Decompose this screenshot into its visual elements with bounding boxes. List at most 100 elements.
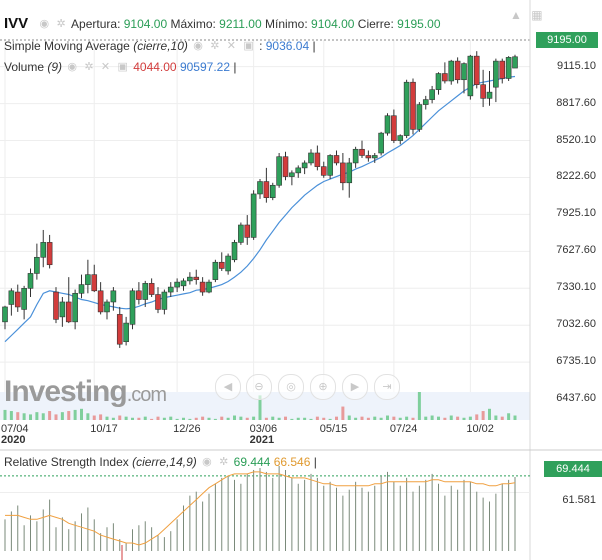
candle-down: [14, 291, 21, 308]
volume-bar: [201, 416, 205, 420]
price-tick-label: 8817.60: [556, 96, 596, 109]
volume-bar: [366, 417, 370, 420]
gear-icon[interactable]: ✲: [219, 455, 229, 468]
rsi-pane: [0, 466, 530, 551]
eye-icon[interactable]: ◉: [67, 60, 77, 73]
volume-bar: [41, 413, 45, 420]
candle-up: [8, 290, 15, 305]
volume-bar: [194, 417, 198, 420]
scroll-left-button[interactable]: ◀: [215, 374, 241, 400]
candle-up: [110, 290, 117, 303]
header-tools: ▲ ▦: [510, 8, 543, 22]
volume-bar: [392, 416, 396, 420]
time-tick-label: 10/02: [466, 423, 494, 435]
candle-down: [473, 55, 480, 85]
candle-up: [403, 81, 410, 136]
volume-bar: [347, 415, 351, 420]
volume-bar: [462, 417, 466, 420]
candle-down: [91, 274, 98, 292]
volume-bar: [488, 408, 491, 420]
volume-params: (9): [47, 59, 63, 74]
price-tick-label: 6437.60: [556, 392, 596, 405]
bell-icon[interactable]: ▲: [510, 8, 522, 22]
candle-down: [46, 242, 53, 266]
volume-bar: [303, 417, 307, 420]
price-tick-label: 7330.10: [556, 281, 596, 294]
gear-icon[interactable]: ✲: [56, 17, 66, 30]
candle-up: [231, 242, 238, 261]
volume-bar: [507, 413, 511, 420]
volume-bar: [341, 406, 345, 420]
close-icon[interactable]: ✕: [100, 60, 111, 73]
eye-icon[interactable]: ◉: [202, 455, 212, 468]
camera-icon[interactable]: ▦: [531, 8, 543, 22]
low-label: Mínimo:: [265, 16, 308, 31]
volume-bar: [475, 414, 479, 420]
candle-up: [308, 152, 314, 164]
candle-down: [333, 155, 340, 164]
volume-bar: [494, 415, 498, 420]
candle-up: [167, 286, 174, 293]
volume-bar: [245, 417, 249, 420]
candle-up: [397, 135, 404, 141]
candle-down: [410, 81, 416, 130]
candle-down: [136, 290, 142, 300]
rsi-params: (cierre,14,9): [132, 454, 197, 469]
volume-bar: [468, 416, 472, 420]
scroll-right-button[interactable]: ▶: [342, 374, 368, 400]
rsi-value-box: 69.444: [544, 461, 602, 477]
volume-bar: [226, 417, 230, 420]
zoom-out-button[interactable]: ⊖: [246, 374, 272, 400]
candle-down: [359, 148, 365, 156]
candle-up: [129, 290, 136, 325]
volume-bar: [86, 413, 90, 420]
volume-bar: [118, 415, 122, 420]
volume-bar: [48, 411, 52, 420]
volume-bar: [411, 417, 415, 420]
candle-up: [187, 276, 193, 282]
volume-bar: [105, 416, 109, 420]
candle-down: [263, 181, 270, 198]
candle-up: [59, 301, 66, 318]
candle-up: [493, 60, 499, 88]
volume-value-1: 4044.00: [133, 59, 177, 74]
close-icon[interactable]: ✕: [226, 39, 236, 52]
rsi-legend: Relative Strength Index (cierre,14,9) ◉ …: [4, 454, 317, 469]
go-last-button[interactable]: ⇥: [374, 374, 400, 400]
candle-up: [72, 292, 78, 323]
eye-icon[interactable]: ◉: [39, 17, 50, 30]
volume-bar: [405, 416, 409, 420]
eye-icon[interactable]: ◉: [193, 39, 203, 52]
open-value: 9104.00: [123, 16, 168, 31]
candle-up: [295, 167, 302, 174]
volume-bar: [35, 412, 39, 420]
volume-bar: [277, 417, 281, 420]
gear-icon[interactable]: ✲: [210, 39, 220, 52]
volume-bar: [92, 415, 96, 420]
lock-icon[interactable]: ▣: [243, 39, 254, 52]
time-tick-label: 12/26: [173, 423, 201, 435]
high-label: Máximo:: [170, 16, 216, 31]
candle-down: [499, 60, 506, 79]
rsi-label: Relative Strength Index: [4, 454, 129, 469]
sma-legend: Simple Moving Average (cierre,10) ◉ ✲ ✕ …: [4, 38, 316, 53]
candle-down: [391, 115, 397, 141]
volume-bar: [143, 416, 147, 420]
candle-up: [212, 261, 219, 280]
lock-icon[interactable]: ▣: [117, 60, 128, 73]
volume-bar: [258, 395, 262, 420]
candle-down: [340, 162, 346, 184]
candle-up: [384, 115, 391, 134]
reset-zoom-button[interactable]: ◎: [278, 374, 304, 400]
volume-bar: [9, 411, 13, 420]
volume-bar: [456, 416, 460, 420]
candle-down: [320, 166, 327, 176]
close-label: Cierre:: [357, 16, 394, 31]
volume-bar: [449, 415, 453, 420]
zoom-in-button[interactable]: ⊕: [310, 374, 336, 400]
ohlc-legend: IVV ◉ ✲ Apertura: 9104.00 Máximo: 9211.0…: [4, 14, 441, 32]
candle-up: [238, 224, 244, 243]
gear-icon[interactable]: ✲: [84, 60, 94, 73]
investing-logo: Investing.com: [4, 375, 167, 408]
